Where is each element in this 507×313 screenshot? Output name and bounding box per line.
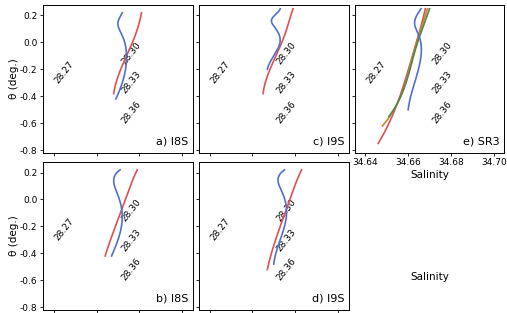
Text: 28.27: 28.27 <box>53 59 76 85</box>
Text: 28.27: 28.27 <box>209 216 232 242</box>
Text: 28.33: 28.33 <box>275 227 298 253</box>
Text: 28.36: 28.36 <box>119 257 142 282</box>
Text: Salinity: Salinity <box>410 272 449 282</box>
Text: a) I8S: a) I8S <box>156 137 189 147</box>
Text: 28.36: 28.36 <box>431 100 454 125</box>
Y-axis label: θ (deg.): θ (deg.) <box>9 215 19 256</box>
Text: 28.33: 28.33 <box>119 227 142 253</box>
Text: 28.30: 28.30 <box>431 40 454 66</box>
Text: 28.33: 28.33 <box>275 70 298 96</box>
X-axis label: Salinity: Salinity <box>410 170 449 180</box>
Text: 28.30: 28.30 <box>275 197 298 223</box>
Text: b) I8S: b) I8S <box>156 294 189 304</box>
Text: 28.33: 28.33 <box>119 70 142 96</box>
Text: 28.33: 28.33 <box>431 70 454 96</box>
Text: 28.27: 28.27 <box>209 59 232 85</box>
Text: 28.36: 28.36 <box>275 257 298 282</box>
Text: 28.27: 28.27 <box>53 216 76 242</box>
Text: 28.36: 28.36 <box>119 100 142 125</box>
Text: 28.30: 28.30 <box>119 197 142 223</box>
Y-axis label: θ (deg.): θ (deg.) <box>9 59 19 99</box>
Text: e) SR3: e) SR3 <box>463 137 500 147</box>
Text: 28.30: 28.30 <box>275 40 298 66</box>
Text: d) I9S: d) I9S <box>312 294 344 304</box>
Text: c) I9S: c) I9S <box>313 137 344 147</box>
Text: 28.36: 28.36 <box>275 100 298 125</box>
Text: 28.30: 28.30 <box>119 40 142 66</box>
Text: 28.27: 28.27 <box>365 59 387 85</box>
